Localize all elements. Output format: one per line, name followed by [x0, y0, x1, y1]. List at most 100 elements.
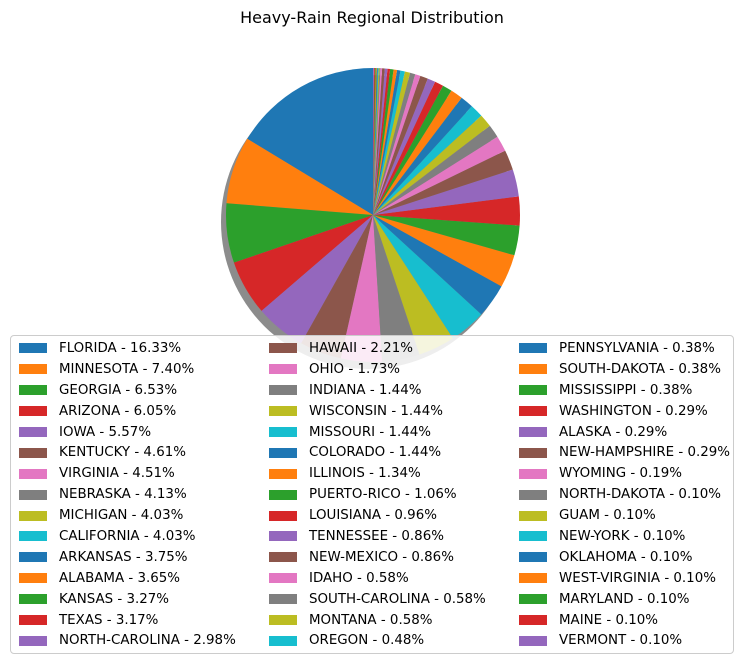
legend-label: MARYLAND - 0.10% — [559, 591, 690, 607]
pie-slice-wisconsin — [373, 115, 490, 215]
legend-item-virginia: VIRGINIA - 4.51% — [19, 463, 269, 484]
legend-label: MAINE - 0.10% — [559, 612, 659, 628]
legend-label: OHIO - 1.73% — [309, 361, 400, 377]
legend-item-kansas: KANSAS - 3.27% — [19, 589, 269, 610]
legend-swatch — [269, 406, 297, 417]
legend-label: WYOMING - 0.19% — [559, 466, 683, 482]
legend-label: OKLAHOMA - 0.10% — [559, 549, 693, 565]
legend-swatch — [519, 635, 547, 646]
legend-label: LOUISIANA - 0.96% — [309, 508, 437, 524]
legend-label: ARIZONA - 6.05% — [59, 403, 177, 419]
legend-item-alaska: ALASKA - 0.29% — [519, 422, 741, 443]
legend-item-minnesota: MINNESOTA - 7.40% — [19, 359, 269, 380]
pie-slice-north-carolina — [373, 169, 519, 215]
pie-slice-mississippi — [373, 69, 394, 216]
pie-slice-kentucky — [301, 215, 373, 359]
legend-label: MISSOURI - 1.44% — [309, 424, 431, 440]
legend-item-oregon: OREGON - 0.48% — [269, 630, 519, 651]
legend-item-new-hampshire: NEW-HAMPSHIRE - 0.29% — [519, 442, 741, 463]
pie-slice-louisiana — [373, 81, 444, 216]
legend-item-south-carolina: SOUTH-CAROLINA - 0.58% — [269, 589, 519, 610]
pie-slice-puerto-rico — [373, 85, 452, 215]
pie-slice-south-dakota — [373, 69, 398, 215]
pie-slice-pennsylvania — [373, 69, 401, 215]
legend-swatch — [19, 489, 47, 500]
pie-slice-south-carolina — [373, 72, 416, 215]
pie-slice-idaho — [373, 74, 421, 216]
legend-label: CALIFORNIA - 4.03% — [59, 528, 196, 544]
legend-swatch — [269, 510, 297, 521]
legend-swatch — [269, 385, 297, 396]
legend-swatch — [269, 364, 297, 375]
legend-label: KANSAS - 3.27% — [59, 591, 170, 607]
pie-slice-tennessee — [373, 78, 436, 216]
legend-swatch — [19, 447, 47, 458]
legend-swatch — [269, 573, 297, 584]
legend-item-california: CALIFORNIA - 4.03% — [19, 526, 269, 547]
pie-slice-georgia — [226, 203, 373, 263]
pie-slice-minnesota — [226, 138, 373, 215]
pie-slice-washington — [373, 68, 391, 215]
legend-label: TEXAS - 3.17% — [59, 612, 159, 628]
legend-swatch — [269, 531, 297, 542]
chart-title: Heavy-Rain Regional Distribution — [240, 8, 504, 27]
pie-slice-oklahoma — [373, 68, 378, 216]
legend-swatch — [519, 343, 547, 354]
pie-slice-indiana — [373, 125, 498, 215]
legend-label: SOUTH-DAKOTA - 0.38% — [559, 361, 721, 377]
pie-slice-arkansas — [373, 215, 502, 315]
legend-swatch — [269, 343, 297, 354]
pie-slice-texas — [373, 196, 520, 226]
legend-item-montana: MONTANA - 0.58% — [269, 610, 519, 631]
legend-item-pennsylvania: PENNSYLVANIA - 0.38% — [519, 338, 741, 359]
legend-label: SOUTH-CAROLINA - 0.58% — [309, 591, 486, 607]
legend-item-missouri: MISSOURI - 1.44% — [269, 422, 519, 443]
legend-swatch — [519, 615, 547, 626]
legend-item-michigan: MICHIGAN - 4.03% — [19, 505, 269, 526]
legend-item-wisconsin: WISCONSIN - 1.44% — [269, 401, 519, 422]
legend-item-new-mexico: NEW-MEXICO - 0.86% — [269, 547, 519, 568]
legend-label: GEORGIA - 6.53% — [59, 382, 178, 398]
legend-label: FLORIDA - 16.33% — [59, 340, 182, 356]
legend-label: WEST-VIRGINIA - 0.10% — [559, 570, 716, 586]
legend-swatch — [19, 573, 47, 584]
pie-slice-guam — [373, 68, 380, 215]
legend-swatch — [19, 343, 47, 354]
legend-item-illinois: ILLINOIS - 1.34% — [269, 463, 519, 484]
legend-swatch — [19, 468, 47, 479]
legend-swatch — [519, 468, 547, 479]
legend-swatch — [19, 615, 47, 626]
pie-slice-ohio — [373, 136, 506, 215]
pie-slice-maryland — [373, 68, 376, 216]
legend-item-mississippi: MISSISSIPPI - 0.38% — [519, 380, 741, 401]
legend-item-new-york: NEW-YORK - 0.10% — [519, 526, 741, 547]
legend-swatch — [19, 552, 47, 563]
legend-label: ILLINOIS - 1.34% — [309, 466, 421, 482]
pie-slice-florida — [247, 68, 373, 215]
legend-item-maryland: MARYLAND - 0.10% — [519, 589, 741, 610]
pie-slice-oregon — [373, 70, 405, 215]
legend-item-alabama: ALABAMA - 3.65% — [19, 568, 269, 589]
legend-label: OREGON - 0.48% — [309, 633, 425, 649]
pie-slice-alabama — [373, 215, 515, 287]
legend-label: NEW-YORK - 0.10% — [559, 528, 686, 544]
legend-item-wyoming: WYOMING - 0.19% — [519, 463, 741, 484]
legend-item-indiana: INDIANA - 1.44% — [269, 380, 519, 401]
legend-label: INDIANA - 1.44% — [309, 382, 422, 398]
pie-slice-kansas — [373, 215, 520, 256]
legend-label: NORTH-CAROLINA - 2.98% — [59, 633, 236, 649]
legend-swatch — [269, 615, 297, 626]
legend-item-north-carolina: NORTH-CAROLINA - 2.98% — [19, 630, 269, 651]
legend-swatch — [269, 489, 297, 500]
legend-swatch — [519, 385, 547, 396]
legend-label: HAWAII - 2.21% — [309, 340, 413, 356]
legend-item-maine: MAINE - 0.10% — [519, 610, 741, 631]
legend-swatch — [19, 635, 47, 646]
legend: FLORIDA - 16.33% MINNESOTA - 7.40% GEORGIA… — [10, 335, 734, 654]
pie-slice-new-hampshire — [373, 68, 385, 215]
legend-swatch — [269, 447, 297, 458]
pie-slice-nebraska — [373, 215, 420, 362]
legend-swatch — [19, 427, 47, 437]
legend-item-tennessee: TENNESSEE - 0.86% — [269, 526, 519, 547]
pie-slice-montana — [373, 71, 411, 216]
